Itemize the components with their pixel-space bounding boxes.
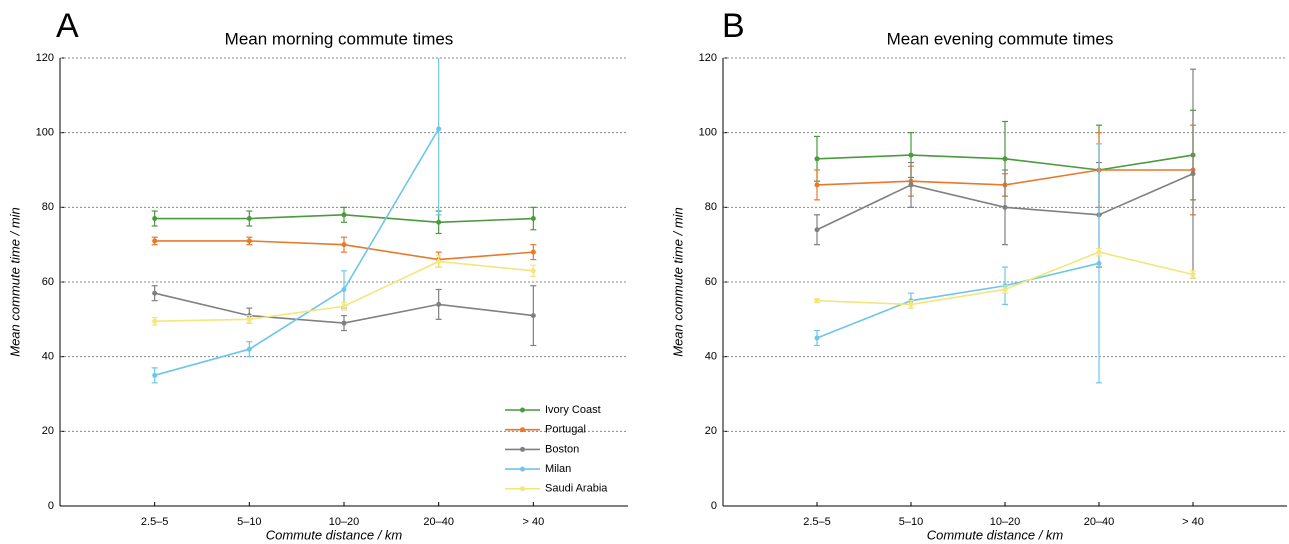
legend-marker	[520, 486, 525, 492]
panel-label: A	[56, 7, 79, 45]
marker	[341, 320, 347, 326]
marker	[814, 298, 820, 304]
marker	[341, 286, 347, 292]
marker	[908, 182, 914, 188]
plot-area	[151, 58, 537, 384]
marker	[152, 290, 158, 296]
legend-label: Saudi Arabia	[545, 483, 608, 495]
legend-marker	[520, 446, 525, 452]
x-tick-label: > 40	[522, 516, 544, 528]
marker	[246, 238, 252, 244]
marker	[246, 316, 252, 322]
legend-marker	[520, 427, 525, 433]
y-tick-label: 80	[42, 201, 54, 213]
x-axis-label: Commute distance / km	[927, 527, 1064, 542]
y-tick-label: 100	[699, 127, 717, 139]
marker	[1002, 286, 1008, 292]
x-tick-label: 5–10	[899, 516, 923, 528]
y-tick-label: 80	[705, 201, 717, 213]
marker	[1190, 272, 1196, 278]
y-axis-label: Mean commute time / min	[670, 207, 685, 357]
legend-label: Boston	[545, 443, 579, 455]
marker	[530, 313, 536, 319]
series-line	[154, 128, 440, 377]
marker	[246, 346, 252, 352]
marker	[814, 335, 820, 341]
y-tick-label: 60	[42, 276, 54, 288]
marker	[1096, 260, 1102, 266]
x-tick-label: > 40	[1182, 516, 1204, 528]
series-line	[816, 262, 1100, 339]
legend-label: Ivory Coast	[545, 404, 601, 416]
y-tick-label: 100	[36, 127, 54, 139]
marker	[152, 372, 158, 378]
x-tick-label: 5–10	[237, 516, 261, 528]
x-tick-label: 10–20	[990, 516, 1021, 528]
y-tick-label: 40	[42, 351, 54, 363]
legend-marker	[520, 407, 525, 413]
x-tick-label: 20–40	[1084, 516, 1115, 528]
marker	[246, 216, 252, 222]
plot-area	[814, 68, 1196, 384]
y-axis-label: Mean commute time / min	[7, 207, 22, 357]
marker	[152, 216, 158, 222]
marker	[341, 242, 347, 248]
y-tick-label: 40	[705, 351, 717, 363]
panel: B Mean evening commute times Commute dista…	[670, 7, 1287, 542]
marker	[436, 219, 442, 225]
marker	[436, 258, 442, 264]
panel: A Mean morning commute times Commute dista…	[7, 7, 628, 542]
legend-marker	[520, 466, 525, 472]
x-axis-label: Commute distance / km	[266, 527, 403, 542]
marker	[152, 238, 158, 244]
marker	[1096, 249, 1102, 255]
x-tick-label: 2.5–5	[803, 516, 831, 528]
marker	[1190, 171, 1196, 177]
legend-label: Portugal	[545, 424, 586, 436]
marker	[436, 126, 442, 132]
marker	[341, 303, 347, 309]
chart-title: Mean morning commute times	[225, 29, 454, 48]
marker	[152, 318, 158, 324]
legend-label: Milan	[545, 463, 571, 475]
panel-label: B	[722, 7, 745, 45]
marker	[530, 249, 536, 255]
marker	[341, 212, 347, 218]
marker	[530, 216, 536, 222]
marker	[814, 227, 820, 233]
y-tick-label: 20	[42, 425, 54, 437]
y-tick-label: 60	[705, 276, 717, 288]
y-tick-label: 0	[48, 500, 54, 512]
marker	[436, 301, 442, 307]
marker	[908, 301, 914, 307]
y-tick-label: 20	[705, 425, 717, 437]
marker	[530, 268, 536, 274]
marker	[814, 156, 820, 162]
y-tick-label: 0	[711, 500, 717, 512]
x-tick-label: 10–20	[329, 516, 360, 528]
y-tick-label: 120	[36, 52, 54, 64]
x-tick-label: 20–40	[423, 516, 454, 528]
y-tick-label: 120	[699, 52, 717, 64]
marker	[1002, 204, 1008, 210]
marker	[814, 182, 820, 188]
marker	[908, 152, 914, 158]
chart-title: Mean evening commute times	[887, 29, 1114, 48]
marker	[1002, 156, 1008, 162]
x-tick-label: 2.5–5	[141, 516, 169, 528]
